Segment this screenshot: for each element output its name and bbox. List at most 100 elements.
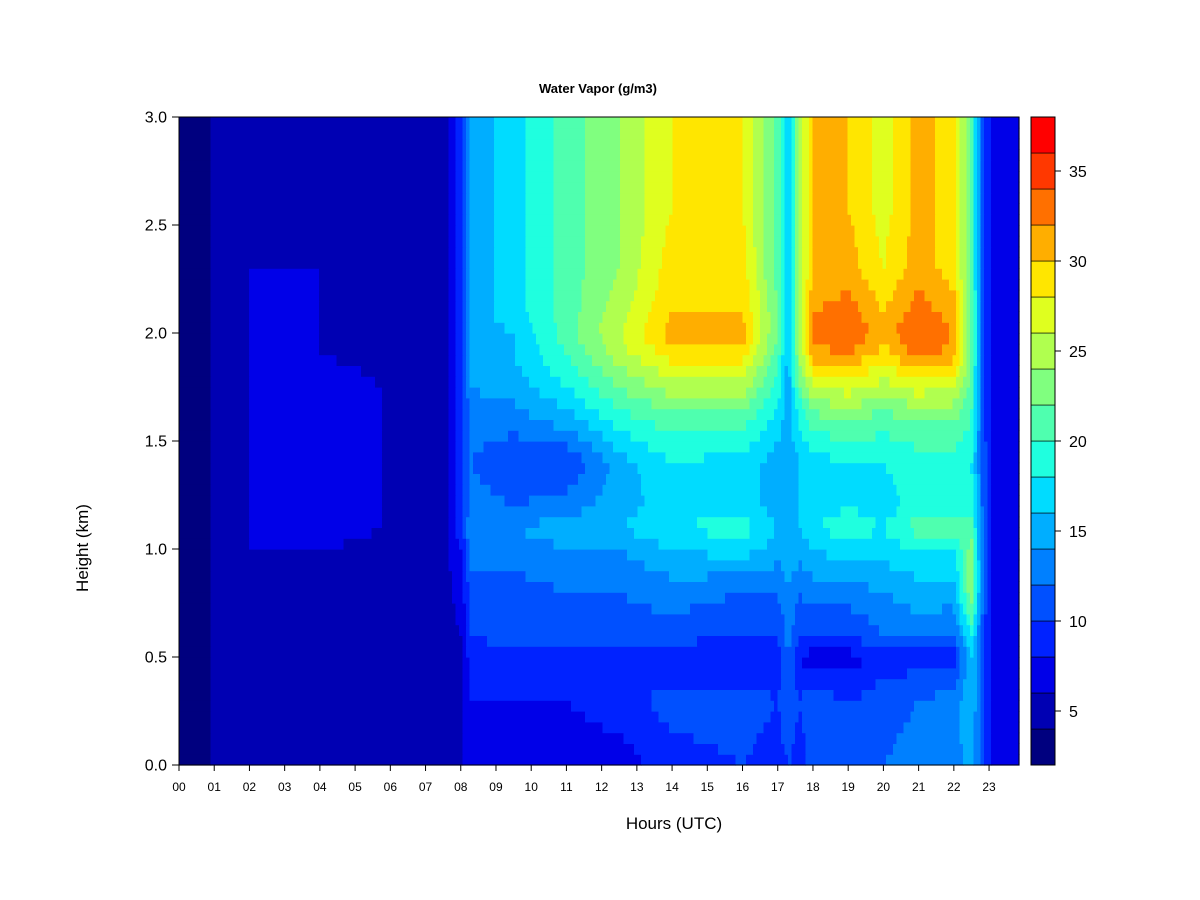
heatmap-cell (707, 549, 751, 561)
heatmap-cell (956, 333, 961, 345)
heatmap-cell (987, 441, 992, 453)
heatmap-cell (774, 138, 782, 150)
heatmap-cell (956, 192, 961, 204)
heatmap-cell (791, 322, 796, 334)
heatmap-cell (973, 473, 978, 485)
heatmap-cell (959, 289, 964, 302)
heatmap-cell (956, 549, 964, 561)
heatmap-cell (970, 192, 975, 204)
heatmap-cell (802, 559, 891, 572)
heatmap-cell (469, 354, 516, 366)
x-tick-label: 22 (947, 780, 961, 794)
heatmap-cell (746, 387, 758, 399)
heatmap-cell (781, 333, 786, 345)
heatmap-cell (585, 711, 660, 723)
heatmap-cell (784, 235, 793, 248)
heatmap-cell (448, 203, 457, 215)
heatmap-cell (966, 138, 971, 150)
heatmap-cell (560, 376, 590, 388)
heatmap-cell (802, 721, 905, 734)
heatmap-cell (448, 181, 457, 194)
heatmap-cell (462, 289, 467, 302)
heatmap-cell (781, 430, 793, 442)
colorbar-swatch (1030, 116, 1056, 154)
heatmap-cell (760, 473, 800, 485)
heatmap-cell (984, 678, 992, 690)
heatmap-cell (805, 376, 814, 388)
heatmap-cell (802, 333, 807, 345)
heatmap-cell (791, 408, 800, 420)
heatmap-cell (809, 160, 814, 172)
heatmap-cell (973, 451, 978, 464)
heatmap-cell (179, 689, 212, 701)
heatmap-cell (448, 289, 457, 302)
heatmap-cell (448, 354, 457, 366)
heatmap-cell (760, 430, 782, 442)
heatmap-cell (620, 203, 646, 215)
heatmap-cell (774, 149, 782, 161)
heatmap-cell (784, 127, 793, 140)
heatmap-cell (781, 289, 786, 302)
heatmap-cell (784, 289, 793, 302)
heatmap-cell (973, 743, 982, 755)
heatmap-cell (553, 127, 586, 140)
heatmap-cell (210, 430, 250, 442)
heatmap-cell (984, 570, 989, 582)
heatmap-cell (991, 495, 1020, 507)
heatmap-cell (466, 624, 471, 636)
heatmap-cell (973, 462, 978, 474)
heatmap-cell (875, 678, 957, 690)
heatmap-cell (987, 592, 992, 604)
heatmap-cell (742, 149, 754, 161)
heatmap-cell (896, 484, 975, 496)
heatmap-cell (956, 678, 964, 690)
heatmap-cell (494, 117, 527, 129)
heatmap-cell (462, 257, 467, 269)
heatmap-cell (210, 203, 450, 215)
heatmap-cell (798, 711, 803, 723)
heatmap-cell (462, 516, 467, 528)
heatmap-cell (872, 408, 894, 420)
heatmap-cell (672, 117, 744, 129)
heatmap-cell (767, 538, 810, 550)
heatmap-cell (956, 117, 961, 129)
heatmap-cell (970, 322, 975, 334)
heatmap-cell (466, 387, 481, 399)
heatmap-cell (602, 430, 632, 442)
heatmap-cell (966, 581, 975, 593)
heatmap-cell (469, 592, 628, 604)
heatmap-cell (868, 279, 898, 291)
heatmap-cell (620, 192, 646, 204)
heatmap-cell (984, 235, 992, 248)
heatmap-cell (788, 754, 793, 766)
heatmap-cell (179, 289, 212, 302)
heatmap-cell (672, 171, 744, 183)
heatmap-cell (462, 268, 467, 280)
heatmap-cell (777, 397, 786, 410)
heatmap-cell (956, 171, 961, 183)
heatmap-cell (977, 322, 982, 334)
heatmap-cell (466, 646, 782, 658)
heatmap-cell (984, 592, 989, 604)
heatmap-cell (949, 279, 957, 291)
heatmap-cell (179, 127, 212, 140)
heatmap-cell (742, 160, 754, 172)
heatmap-cell (774, 235, 782, 248)
heatmap-cell (599, 322, 625, 334)
heatmap-cell (469, 343, 516, 356)
heatmap-cell (977, 484, 982, 496)
heatmap-cell (795, 127, 800, 140)
heatmap-cell (914, 527, 975, 539)
heatmap-cell (956, 592, 961, 604)
heatmap-cell (665, 235, 747, 248)
heatmap-cell (798, 462, 887, 474)
heatmap-cell (781, 149, 786, 161)
heatmap-cell (469, 505, 583, 518)
heatmap-cell (802, 257, 810, 269)
heatmap-cell (774, 700, 779, 712)
heatmap-cell (655, 419, 747, 431)
heatmap-cell (462, 279, 467, 291)
heatmap-cell (469, 473, 481, 485)
heatmap-cell (494, 203, 527, 215)
heatmap-cell (973, 581, 978, 593)
